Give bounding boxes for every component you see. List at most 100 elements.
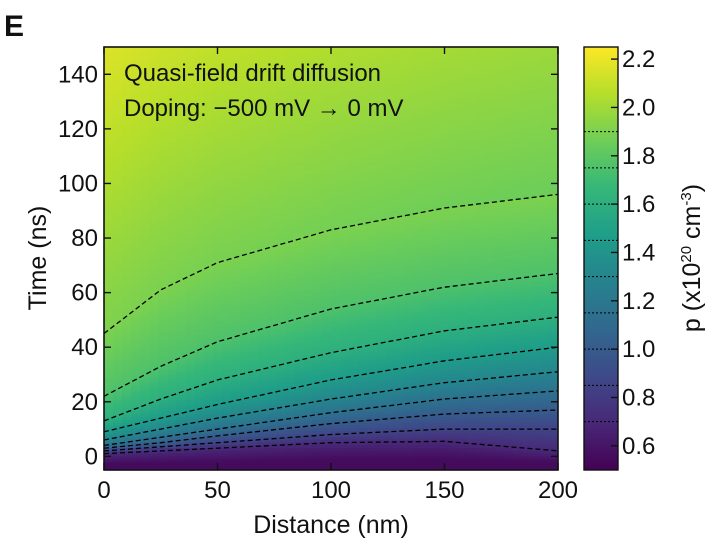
heatmap-cell xyxy=(267,176,278,181)
heatmap-cell xyxy=(349,314,359,319)
heatmap-cell xyxy=(149,438,160,443)
heatmap-cell xyxy=(258,433,269,437)
heatmap-cell xyxy=(385,106,396,110)
heatmap-cell xyxy=(276,326,287,330)
heatmap-cell xyxy=(122,72,132,76)
heatmap-cell xyxy=(294,125,305,130)
heatmap-cell xyxy=(240,47,250,51)
heatmap-cell xyxy=(385,292,396,296)
heatmap-cell xyxy=(194,145,205,150)
heatmap-cell xyxy=(340,343,350,347)
heatmap-cell xyxy=(194,348,205,353)
heatmap-cell xyxy=(349,340,359,344)
heatmap-cell xyxy=(367,368,377,372)
heatmap-cell xyxy=(367,467,377,470)
heatmap-cell xyxy=(240,190,250,195)
heatmap-cell xyxy=(367,61,377,65)
heatmap-cell xyxy=(276,151,287,155)
heatmap-cell xyxy=(167,106,178,110)
heatmap-cell xyxy=(376,393,387,398)
heatmap-cell xyxy=(249,125,259,130)
heatmap-cell xyxy=(167,137,178,141)
heatmap-cell xyxy=(303,264,314,268)
heatmap-cell xyxy=(122,388,132,392)
heatmap-cell xyxy=(367,410,377,415)
heatmap-cell xyxy=(131,154,141,158)
heatmap-cell xyxy=(122,371,132,375)
heatmap-cell xyxy=(340,202,350,206)
heatmap-cell xyxy=(267,171,278,175)
heatmap-cell xyxy=(113,52,123,57)
heatmap-cell xyxy=(167,190,178,195)
heatmap-cell xyxy=(158,128,169,133)
heatmap-cell xyxy=(113,100,123,104)
heatmap-cell xyxy=(131,371,141,375)
heatmap-cell xyxy=(258,410,269,415)
heatmap-cell xyxy=(140,306,150,310)
heatmap-cell xyxy=(303,357,314,361)
heatmap-cell xyxy=(131,171,141,175)
heatmap-cell xyxy=(140,49,150,54)
heatmap-cell xyxy=(349,120,359,124)
heatmap-cell xyxy=(240,100,250,104)
heatmap-cell xyxy=(194,188,205,192)
heatmap-cell xyxy=(312,103,323,107)
heatmap-cell xyxy=(376,430,387,434)
heatmap-cell xyxy=(122,94,132,99)
heatmap-cell xyxy=(394,213,405,217)
heatmap-cell xyxy=(122,97,132,102)
heatmap-cell xyxy=(231,128,241,133)
heatmap-cell xyxy=(358,320,368,324)
heatmap-cell xyxy=(122,393,132,398)
heatmap-cell xyxy=(331,148,341,152)
heatmap-cell xyxy=(358,47,368,51)
heatmap-cell xyxy=(167,145,178,150)
heatmap-cell xyxy=(231,368,241,372)
heatmap-cell xyxy=(376,207,387,212)
heatmap-cell xyxy=(176,438,187,443)
heatmap-cell xyxy=(331,61,341,65)
heatmap-cell xyxy=(249,320,259,324)
heatmap-cell xyxy=(394,233,405,237)
heatmap-cell xyxy=(321,250,332,254)
heatmap-cell xyxy=(240,309,250,313)
heatmap-cell xyxy=(303,49,314,54)
heatmap-cell xyxy=(131,159,141,164)
heatmap-cell xyxy=(122,326,132,330)
heatmap-cell xyxy=(340,255,350,260)
heatmap-cell xyxy=(194,52,205,57)
heatmap-cell xyxy=(140,436,150,440)
heatmap-cell xyxy=(122,173,132,178)
heatmap-cell xyxy=(303,179,314,183)
heatmap-cell xyxy=(240,393,250,398)
heatmap-cell xyxy=(349,357,359,361)
heatmap-cell xyxy=(294,464,305,468)
heatmap-cell xyxy=(403,351,414,355)
heatmap-cell xyxy=(340,238,350,243)
heatmap-cell xyxy=(294,402,305,406)
heatmap-cell xyxy=(249,396,259,401)
heatmap-cell xyxy=(240,382,250,386)
heatmap-cell xyxy=(122,464,132,468)
heatmap-cell xyxy=(104,289,114,293)
heatmap-cell xyxy=(276,419,287,423)
heatmap-cell xyxy=(104,247,114,251)
heatmap-cell xyxy=(104,106,114,110)
heatmap-cell xyxy=(321,320,332,324)
heatmap-cell xyxy=(267,128,278,133)
heatmap-cell xyxy=(249,283,259,288)
heatmap-cell xyxy=(385,159,396,164)
heatmap-cell xyxy=(312,388,323,392)
heatmap-cell xyxy=(104,63,114,68)
heatmap-cell xyxy=(167,272,178,277)
heatmap-cell xyxy=(149,455,160,460)
heatmap-cell xyxy=(158,134,169,138)
heatmap-cell xyxy=(176,106,187,110)
heatmap-cell xyxy=(176,402,187,406)
heatmap-cell xyxy=(231,343,241,347)
heatmap-cell xyxy=(240,427,250,432)
heatmap-cell xyxy=(140,289,150,293)
heatmap-cell xyxy=(212,162,223,167)
heatmap-cell xyxy=(194,216,205,220)
heatmap-cell xyxy=(267,188,278,192)
